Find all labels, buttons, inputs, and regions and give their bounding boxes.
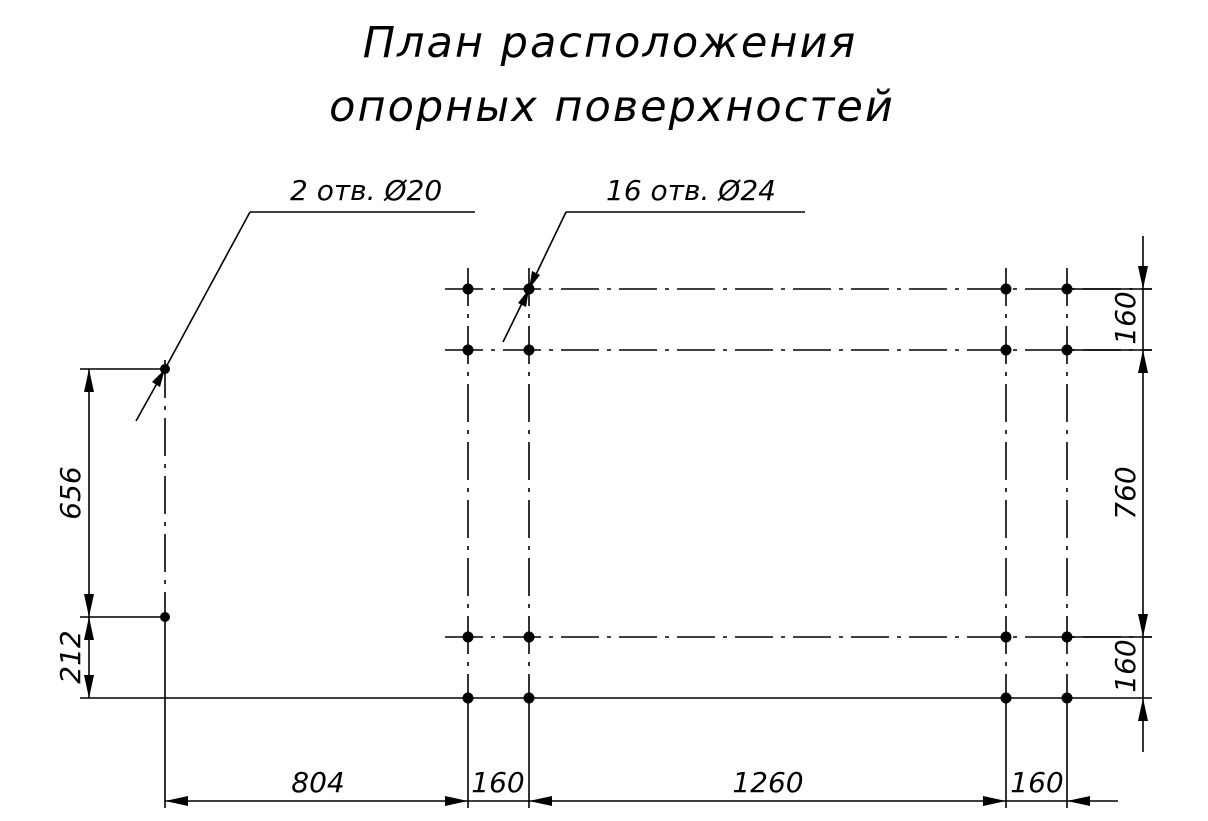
callout-left-leader (135, 211, 475, 422)
hole (1000, 692, 1012, 704)
callout-right-text: 16 отв. Ø24 (606, 174, 776, 207)
left-dimension-lines (84, 369, 94, 698)
dim-left-upper: 656 (54, 466, 87, 519)
hole (523, 344, 535, 356)
dim-bottom-4: 160 (1010, 766, 1063, 799)
hole (1061, 692, 1073, 704)
extension-lines (80, 288, 1152, 808)
hole (523, 631, 535, 643)
dim-left-lower: 212 (54, 630, 87, 683)
vertical-center-lines (164, 268, 1068, 700)
hole (1000, 631, 1012, 643)
drawing-title-line-1: План расположения (362, 18, 858, 68)
hole (1061, 344, 1073, 356)
hole (462, 344, 474, 356)
hole (462, 631, 474, 643)
dim-bottom-3: 1260 (732, 766, 803, 799)
hole (1000, 283, 1012, 295)
hole (1061, 283, 1073, 295)
dim-bottom-2: 160 (471, 766, 524, 799)
callout-left-text: 2 отв. Ø20 (290, 174, 442, 207)
hole (462, 692, 474, 704)
callout-right-leader (502, 211, 805, 343)
dim-right-top: 160 (1109, 291, 1142, 344)
dim-right-bottom: 160 (1109, 639, 1142, 692)
hole (1061, 631, 1073, 643)
hole (1000, 344, 1012, 356)
bottom-dimension-lines (165, 796, 1118, 806)
holes (160, 283, 1073, 704)
hole (523, 692, 535, 704)
drawing-title-line-2: опорных поверхностей (329, 82, 895, 132)
horizontal-center-lines (445, 288, 1152, 638)
right-dimension-lines (1138, 236, 1148, 752)
hole-left-lower (160, 612, 170, 622)
dim-bottom-1: 804 (291, 766, 344, 799)
hole (462, 283, 474, 295)
dim-right-middle: 760 (1109, 466, 1142, 519)
